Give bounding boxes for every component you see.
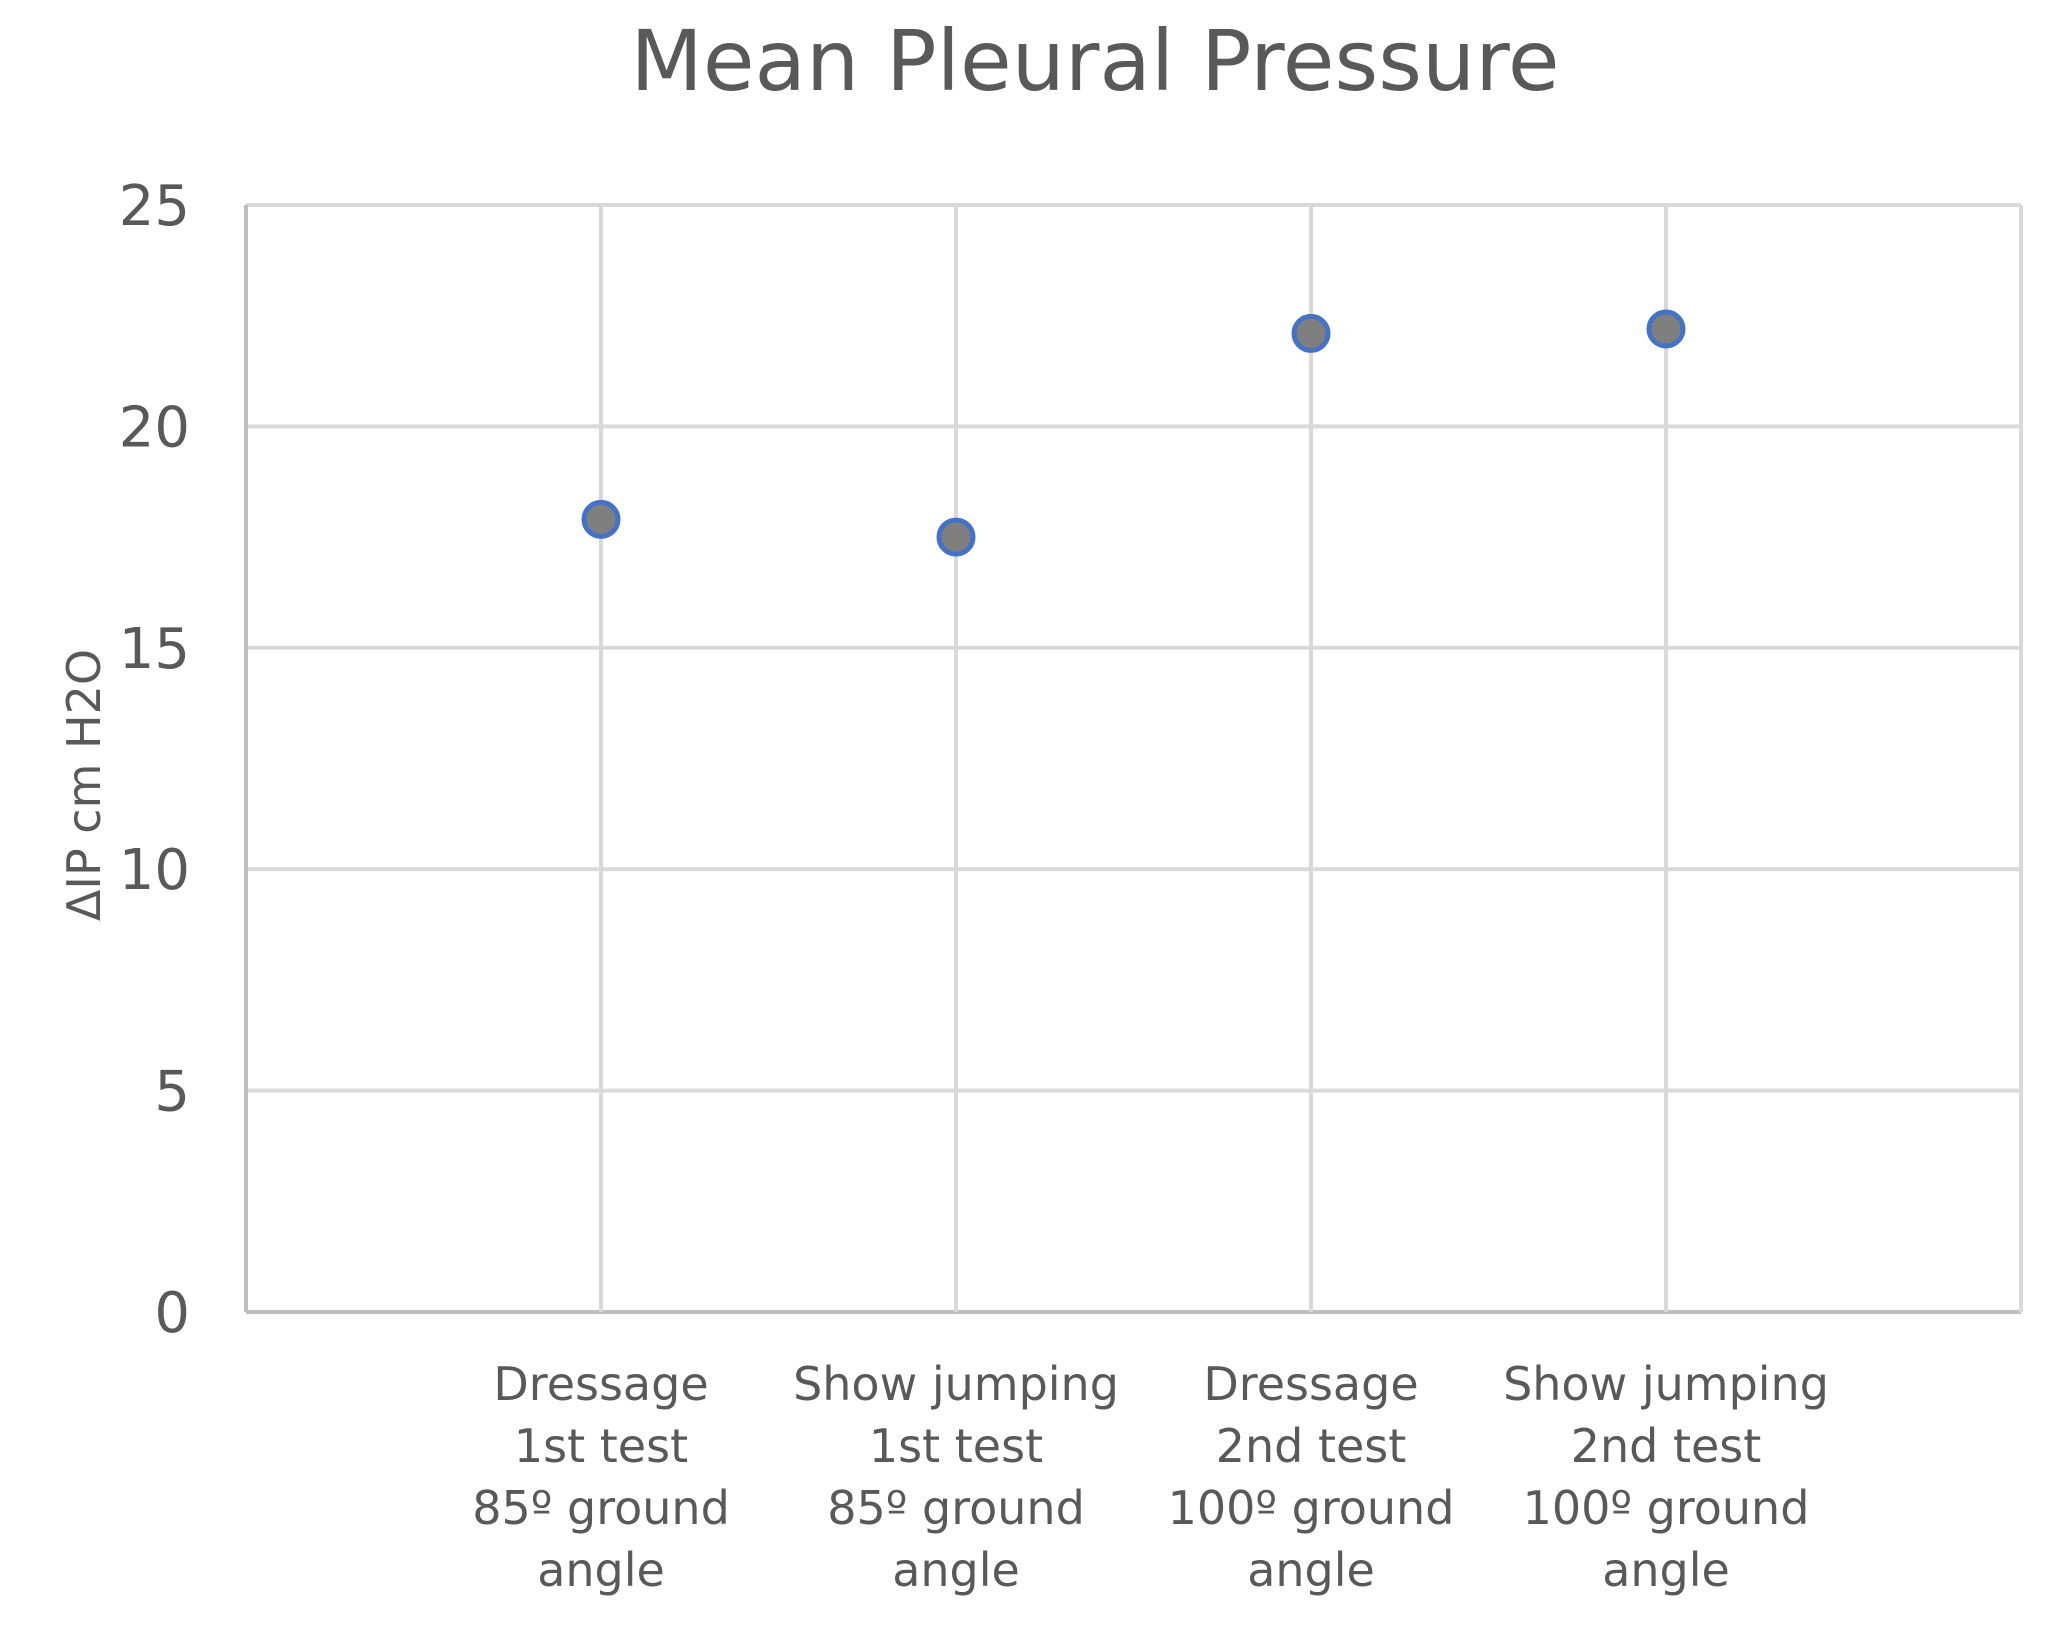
grid xyxy=(244,203,2023,1314)
chart-title: Mean Pleural Pressure xyxy=(630,12,1559,110)
y-tick-labels: 0 5 10 15 20 25 xyxy=(119,174,190,1346)
x-tick-label: Show jumping 1st test 85º ground angle xyxy=(793,1357,1119,1597)
x-tick-labels: Dressage 1st test 85º ground angle Show jump… xyxy=(472,1357,1829,1597)
y-tick-label: 0 xyxy=(154,1281,190,1346)
y-tick-label: 10 xyxy=(119,838,190,903)
y-tick-label: 15 xyxy=(119,617,190,682)
x-tick-label: Dressage 1st test 85º ground angle xyxy=(472,1357,730,1597)
y-axis-label: ΔIP cm H2O xyxy=(57,649,111,921)
data-point xyxy=(1291,313,1331,353)
y-tick-label: 20 xyxy=(119,395,190,460)
data-point xyxy=(581,499,621,539)
data-points xyxy=(581,309,1686,557)
data-point xyxy=(936,517,976,557)
x-tick-label: Show jumping 2nd test 100º ground angle xyxy=(1503,1357,1829,1597)
y-tick-label: 25 xyxy=(119,174,190,239)
data-point xyxy=(1646,309,1686,349)
x-tick-label: Dressage 2nd test 100º ground angle xyxy=(1168,1357,1455,1597)
y-tick-label: 5 xyxy=(154,1060,190,1125)
